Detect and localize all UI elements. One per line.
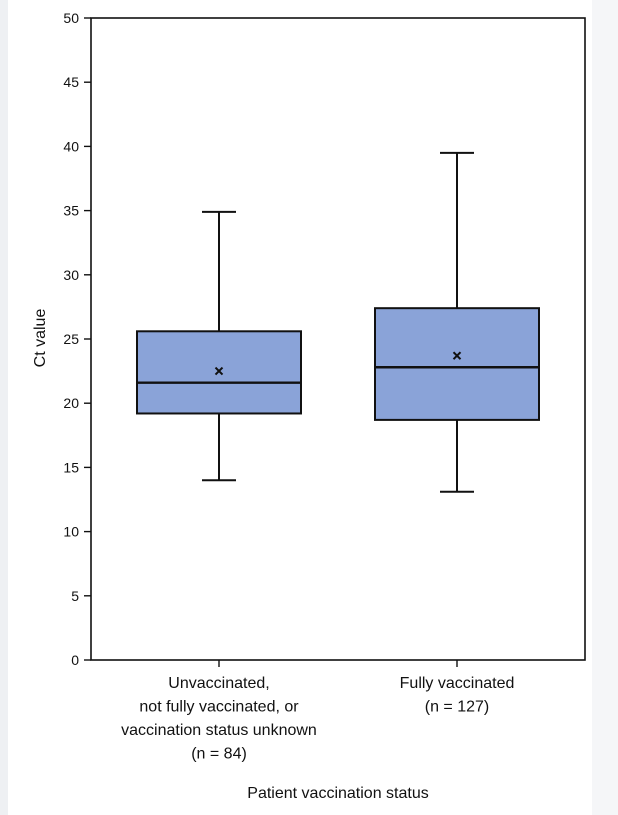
y-tick-label: 30 bbox=[63, 267, 79, 283]
category-label-line: Unvaccinated, bbox=[168, 675, 269, 692]
mean-marker bbox=[214, 366, 224, 376]
iqr-box bbox=[374, 307, 540, 421]
y-tick-label: 15 bbox=[63, 459, 79, 475]
y-tick-label: 45 bbox=[63, 74, 79, 90]
x-axis-label: Patient vaccination status bbox=[247, 785, 428, 802]
y-axis: 0 5 10 15 20 25 30 35 40 45 50 bbox=[63, 10, 91, 668]
y-tick-label: 20 bbox=[63, 395, 79, 411]
right-margin-strip bbox=[592, 0, 618, 815]
category-label-line: not fully vaccinated, or bbox=[139, 699, 299, 716]
left-margin-strip bbox=[0, 0, 8, 815]
y-tick-label: 50 bbox=[63, 10, 79, 26]
x-category-labels: Unvaccinated, not fully vaccinated, or vac… bbox=[121, 675, 514, 763]
y-axis-label: Ct value bbox=[32, 309, 49, 368]
category-label-line: (n = 127) bbox=[425, 699, 489, 716]
box-group-2 bbox=[374, 151, 540, 667]
mean-marker bbox=[452, 351, 462, 360]
boxes bbox=[136, 151, 540, 667]
y-tick-label: 25 bbox=[63, 331, 79, 347]
y-tick-label: 0 bbox=[71, 652, 79, 668]
category-label-line: Fully vaccinated bbox=[400, 675, 515, 692]
y-tick-label: 40 bbox=[63, 138, 79, 154]
category-label-line: (n = 84) bbox=[191, 746, 247, 763]
y-tick-label: 35 bbox=[63, 203, 79, 219]
box-group-1 bbox=[136, 210, 302, 667]
y-tick-label: 10 bbox=[63, 524, 79, 540]
category-label-line: vaccination status unknown bbox=[121, 722, 317, 739]
y-tick-label: 5 bbox=[71, 588, 79, 604]
